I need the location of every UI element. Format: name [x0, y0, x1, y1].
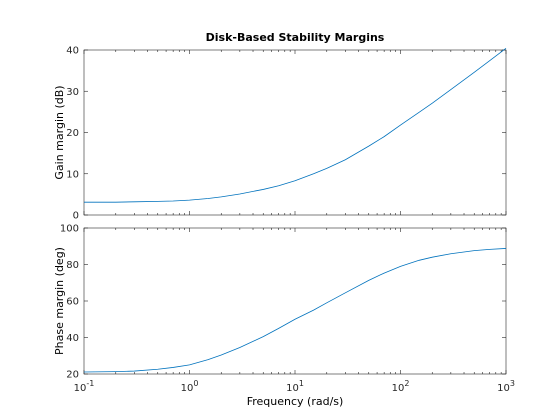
- y-tick-label: 0: [73, 211, 79, 222]
- y-tick-label: 80: [66, 260, 79, 271]
- y-axis-label: Phase margin (deg): [53, 247, 66, 355]
- y-axis-label: Gain margin (dB): [53, 85, 66, 179]
- plots: 0 10 20 30 40 Disk-Based Stability Margins Gai…: [53, 31, 515, 408]
- x-tick-label: 103: [497, 379, 515, 394]
- chart-title: Disk-Based Stability Margins: [206, 31, 385, 44]
- x-axis-label: Frequency (rad/s): [247, 395, 344, 408]
- x-tick-label: 101: [286, 379, 304, 394]
- series-line-1-1: [84, 48, 507, 203]
- y-tick-label: 30: [66, 87, 79, 98]
- y-tick-label: 10: [66, 169, 79, 180]
- y-tick-label: 40: [66, 46, 79, 57]
- y-tick-label: 40: [66, 333, 79, 344]
- x-tick-label: 100: [181, 379, 199, 394]
- chart-2: 20 40 60 80 100 10-1 100 101 102 103 Phase margin …: [53, 224, 515, 409]
- x-tick-label: 102: [392, 379, 410, 394]
- y-tick-label: 20: [66, 370, 79, 381]
- chart-1: 0 10 20 30 40 Disk-Based Stability Margins Gai…: [53, 31, 507, 222]
- y-tick-label: 20: [66, 128, 79, 139]
- series-line-2-1: [83, 248, 507, 373]
- x-tick-label: 10-1: [74, 379, 95, 394]
- y-tick-label: 100: [60, 224, 79, 235]
- y-tick-label: 60: [66, 297, 79, 308]
